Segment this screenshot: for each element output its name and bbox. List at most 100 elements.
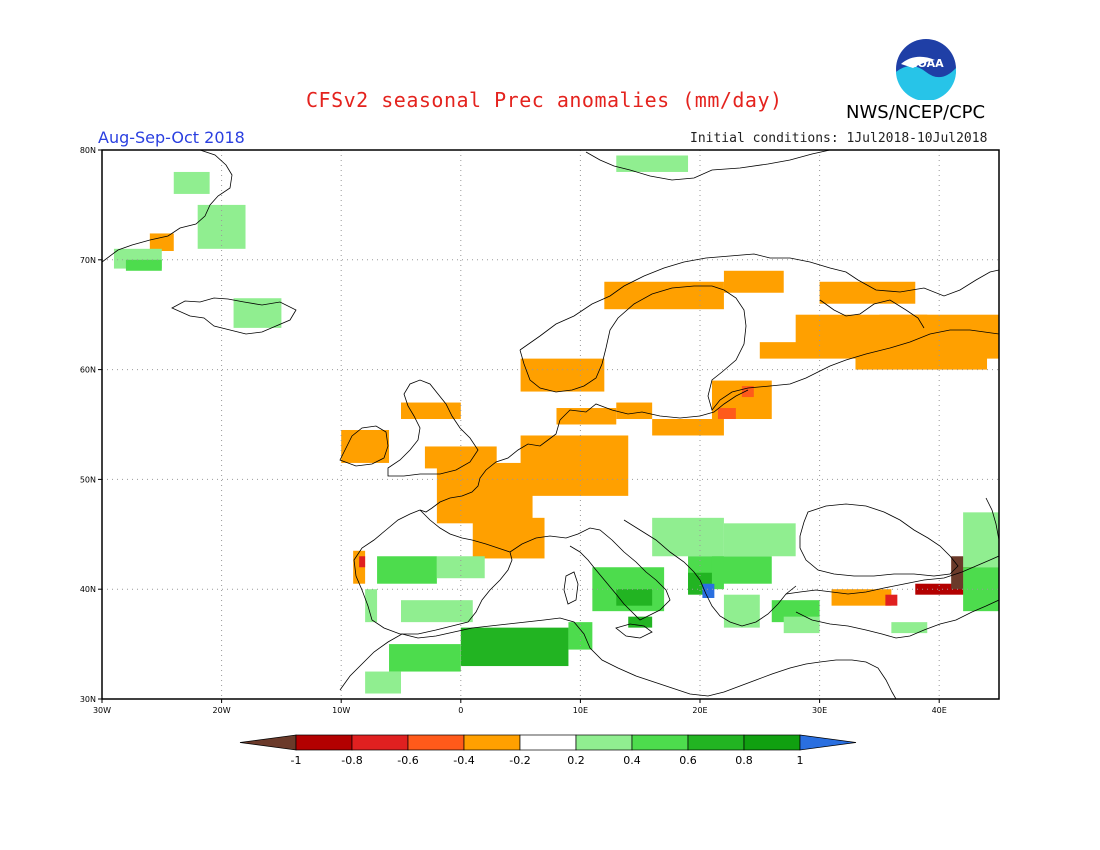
coastline-sicily: [615, 623, 653, 639]
anomaly-cell-44: [616, 589, 653, 606]
tick-label-lat-1: 70N: [80, 256, 96, 265]
coastline-turkey: [785, 555, 999, 595]
coastline-greenland: [102, 150, 233, 263]
anomaly-cell-19: [520, 358, 605, 392]
tick-label-lon-1: 20W: [213, 706, 231, 715]
colorbar-label-5: 0.2: [567, 754, 585, 767]
anomaly-cell-56: [963, 512, 999, 568]
colorbar-label-2: -0.6: [397, 754, 418, 767]
colorbar-swatch-1: [295, 734, 353, 751]
colorbar-label-4: -0.2: [509, 754, 530, 767]
coastline-turkey-south: [795, 599, 999, 639]
tick-label-lon-6: 30E: [812, 706, 827, 715]
anomaly-cell-17: [717, 408, 736, 420]
anomaly-cell-0: [149, 233, 174, 252]
anomaly-cell-54: [783, 616, 820, 634]
anomaly-cell-55: [891, 622, 928, 634]
anomaly-cell-7: [341, 429, 390, 463]
coastline-svalbard: [585, 150, 831, 181]
colorbar-swatch-6: [575, 734, 633, 751]
tick-label-lat-5: 30N: [80, 695, 96, 704]
anomaly-cell-29: [359, 556, 366, 568]
coastline-scandinavia: [519, 253, 999, 351]
tick-label-lat-3: 50N: [80, 475, 96, 484]
colorbar-swatch-2: [351, 734, 409, 751]
colorbar-label-7: 0.6: [679, 754, 697, 767]
tick-label-lat-4: 40N: [80, 585, 96, 594]
anomaly-cell-46: [652, 517, 724, 557]
tick-label-lon-0: 30W: [93, 706, 111, 715]
tick-label-lon-2: 10W: [332, 706, 350, 715]
tick-label-lon-5: 20E: [692, 706, 707, 715]
anomaly-cell-10: [436, 462, 533, 524]
anomaly-cell-14: [616, 402, 653, 420]
initial-conditions-label: Initial conditions: 1Jul2018-10Jul2018: [690, 131, 988, 146]
coastline-baltic: [559, 389, 749, 421]
coastline-iceland: [171, 297, 297, 335]
colorbar-label-0: -1: [291, 754, 302, 767]
tick-label-lon-4: 10E: [573, 706, 588, 715]
anomaly-cell-24: [819, 281, 916, 304]
coastline-iberia: [353, 509, 513, 635]
map-frame: [101, 149, 1000, 700]
anomaly-cell-15: [652, 419, 724, 436]
coastline-layer: [102, 150, 999, 699]
chart-title: CFSv2 seasonal Prec anomalies (mm/day): [306, 88, 783, 112]
noaa-logo: NOAA: [896, 39, 957, 100]
colorbar-swatch-9: [743, 734, 801, 751]
coastline-black-sea: [799, 503, 959, 577]
coastline-gulf-finland: [769, 329, 999, 387]
tick-label-lon-7: 40E: [932, 706, 947, 715]
colorbar-swatch-7: [631, 734, 689, 751]
coastline-adriatic: [623, 519, 797, 627]
coastline-north-africa: [339, 617, 897, 699]
colorbar-swatch-3: [407, 734, 465, 751]
anomaly-cell-38: [365, 589, 378, 623]
colorbar-label-1: -0.8: [341, 754, 362, 767]
coastline-mediterranean-north: [509, 527, 671, 621]
anomaly-cell-18: [741, 386, 754, 398]
colorbar-swatch-8: [687, 734, 745, 751]
anomaly-cell-3: [197, 204, 246, 249]
anomaly-cell-37: [401, 600, 473, 623]
colorbar-arrow-high: [799, 734, 857, 751]
colorbar-label-9: 1: [797, 754, 804, 767]
coastline-ireland: [339, 425, 389, 467]
anomaly-cell-32: [915, 583, 976, 595]
tick-label-lat-2: 60N: [80, 366, 96, 375]
anomaly-cell-45: [628, 616, 653, 628]
coastline-caspian: [985, 497, 999, 541]
colorbar-arrow-low: [239, 734, 297, 751]
colorbar-label-6: 0.4: [623, 754, 641, 767]
agency-label: NWS/NCEP/CPC: [846, 102, 986, 123]
anomaly-cell-50: [711, 556, 772, 584]
anomaly-cell-31: [885, 594, 898, 606]
tick-label-lon-3: 0: [458, 706, 463, 715]
colorbar-swatch-4: [463, 734, 521, 751]
colorbar: -1 -0.8 -0.6 -0.4 -0.2 0.2 0.4 0.6 0.8 1: [239, 734, 857, 767]
anomaly-cell-11: [472, 517, 545, 559]
axis-ticks: 30W 20W 10W 0 10E 20E 30E 40E 80N 70N 60N 50N 40N 30N: [80, 146, 947, 715]
colorbar-label-8: 0.8: [735, 754, 753, 767]
anomaly-cell-30: [831, 589, 892, 606]
colorbar-label-3: -0.4: [453, 754, 474, 767]
anomaly-cell-35: [377, 556, 437, 584]
anomaly-cell-12: [520, 435, 629, 496]
anomaly-cell-39: [460, 627, 569, 667]
coastline-white-sea: [819, 299, 925, 329]
anomaly-cell-36: [436, 556, 485, 579]
anomaly-cell-13: [556, 408, 617, 425]
coastline-norway-south: [519, 285, 771, 411]
season-label: Aug-Sep-Oct 2018: [98, 128, 245, 147]
colorbar-swatch-5: [519, 734, 577, 751]
anomaly-layer: [113, 155, 999, 694]
anomaly-cell-41: [365, 671, 401, 694]
coastline-sardinia: [563, 571, 579, 605]
anomaly-cell-21: [723, 270, 784, 293]
coastline-britain: [387, 379, 479, 477]
anomaly-cell-49: [702, 583, 715, 598]
noaa-logo-text: NOAA: [908, 57, 944, 70]
anomaly-cell-51: [723, 523, 796, 557]
anomaly-cell-2: [125, 259, 162, 271]
anomaly-cell-57: [963, 567, 999, 612]
